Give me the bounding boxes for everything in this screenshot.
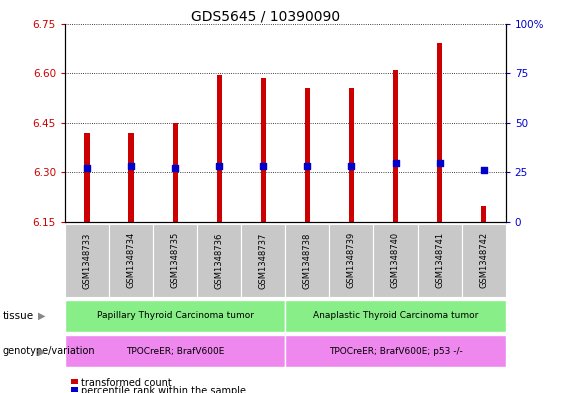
Point (303, 163, 312, 170)
Bar (65, 335, 285, 367)
Bar (437, 44, 442, 222)
Text: percentile rank within the sample: percentile rank within the sample (81, 386, 246, 393)
Text: Anaplastic Thyroid Carcinoma tumor: Anaplastic Thyroid Carcinoma tumor (313, 312, 478, 320)
Point (347, 163, 356, 170)
Bar (305, 88, 310, 222)
Point (259, 163, 268, 170)
Point (127, 163, 136, 170)
Text: GSM1348738: GSM1348738 (303, 232, 312, 288)
Text: GSM1348733: GSM1348733 (82, 232, 92, 288)
Text: TPOCreER; BrafV600E: TPOCreER; BrafV600E (126, 347, 224, 356)
Bar (84, 133, 90, 222)
Point (82, 165, 92, 172)
Text: ▶: ▶ (38, 311, 46, 321)
Text: GSM1348741: GSM1348741 (435, 232, 444, 288)
Text: TPOCreER; BrafV600E; p53 -/-: TPOCreER; BrafV600E; p53 -/- (329, 347, 462, 356)
Bar (241, 224, 285, 297)
Bar (65, 224, 109, 297)
Bar (172, 123, 178, 222)
Text: GSM1348737: GSM1348737 (259, 232, 268, 288)
Text: genotype/variation: genotype/variation (3, 346, 95, 356)
Point (435, 160, 444, 166)
Point (479, 167, 488, 174)
Point (391, 160, 400, 166)
Text: GSM1348734: GSM1348734 (127, 232, 136, 288)
Text: GSM1348740: GSM1348740 (391, 232, 400, 288)
Bar (462, 224, 506, 297)
Point (171, 165, 180, 172)
Text: GDS5645 / 10390090: GDS5645 / 10390090 (191, 10, 340, 24)
Bar (153, 224, 197, 297)
Bar (393, 70, 398, 222)
Point (215, 163, 224, 170)
Text: GSM1348739: GSM1348739 (347, 232, 356, 288)
Text: tissue: tissue (3, 311, 34, 321)
Bar (285, 300, 506, 332)
Bar (216, 75, 222, 222)
Bar (285, 335, 506, 367)
Bar (128, 133, 134, 222)
Text: transformed count: transformed count (81, 378, 172, 388)
Bar (65, 300, 285, 332)
Text: GSM1348742: GSM1348742 (479, 232, 488, 288)
Bar (197, 224, 241, 297)
Text: GSM1348735: GSM1348735 (171, 232, 180, 288)
Bar (329, 224, 373, 297)
Bar (373, 224, 418, 297)
Text: GSM1348736: GSM1348736 (215, 232, 224, 288)
Bar (109, 224, 153, 297)
Bar (418, 224, 462, 297)
Bar (285, 224, 329, 297)
Text: Papillary Thyroid Carcinoma tumor: Papillary Thyroid Carcinoma tumor (97, 312, 254, 320)
Bar (260, 78, 266, 222)
Bar (349, 88, 354, 222)
Text: ▶: ▶ (38, 346, 46, 356)
Bar (481, 206, 486, 222)
